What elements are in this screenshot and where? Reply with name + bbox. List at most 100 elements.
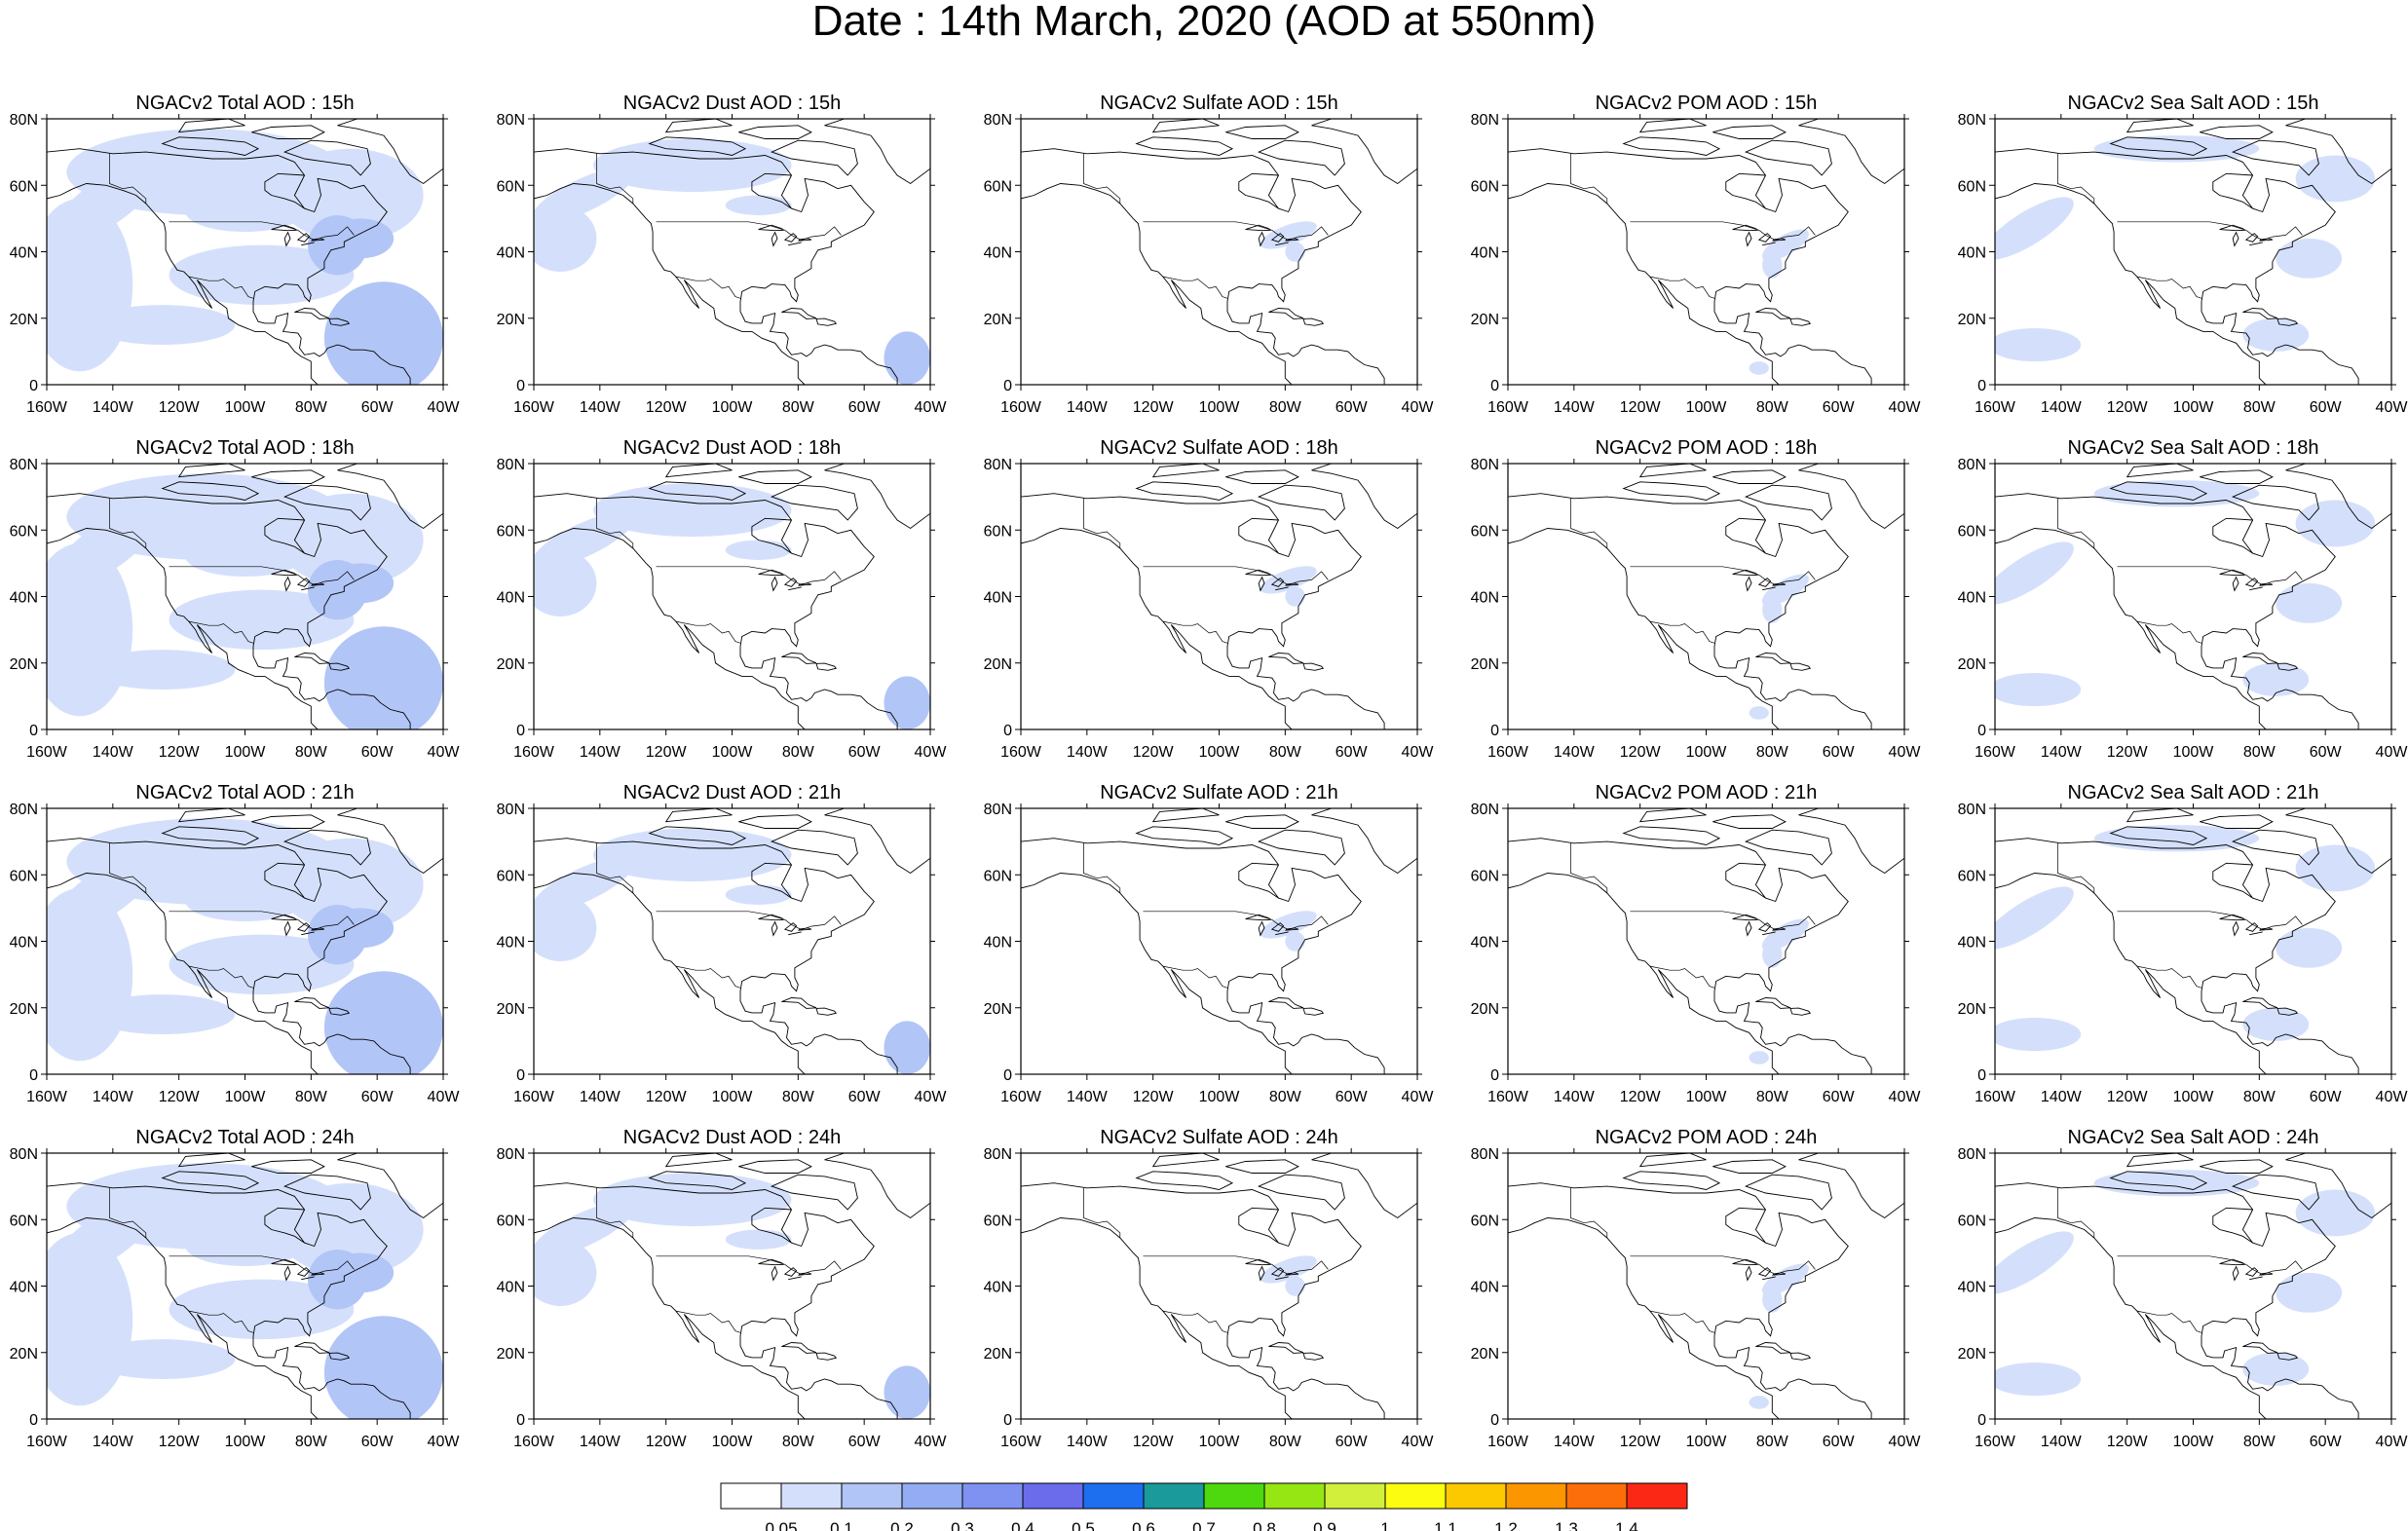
x-tick-label: 100W [2173,744,2215,761]
colorbar-swatch [1082,1482,1145,1510]
y-tick-label: 0 [516,378,525,394]
colorbar-swatch [1143,1482,1205,1510]
panel-title: NGACv2 Total AOD : 24h [135,1127,354,1148]
colorbar-label: 0.5 [1072,1519,1095,1531]
aod-region [1995,327,2082,362]
x-tick-label: 120W [1133,1089,1175,1105]
y-tick-label: 80N [1958,457,1986,473]
aod-region [1762,1286,1783,1313]
aod-region [534,205,597,272]
x-tick-label: 120W [2107,399,2149,416]
x-tick-label: 120W [159,744,201,761]
x-tick-label: 160W [513,1434,555,1450]
coastlines [47,464,443,729]
x-tick-label: 80W [1756,1089,1789,1105]
y-tick-label: 60N [984,523,1012,540]
aod-region [1995,197,2074,260]
aod-field [1749,229,1809,375]
aod-region [884,1021,930,1074]
aod-region [593,1173,792,1227]
panel-title: NGACv2 Sulfate AOD : 21h [1100,782,1338,803]
coastlines [1021,464,1417,729]
x-tick-label: 80W [1269,399,1302,416]
x-tick-label: 40W [1889,744,1922,761]
aod-region [1762,596,1783,623]
y-tick-label: 80N [10,1146,38,1163]
x-tick-label: 160W [1487,744,1529,761]
aod-region [327,563,395,604]
y-tick-label: 0 [1490,723,1499,739]
x-tick-label: 60W [848,744,882,761]
colorbar-label: 0.2 [890,1519,914,1531]
x-tick-label: 60W [2310,744,2343,761]
y-tick-label: 40N [10,1280,38,1296]
x-tick-label: 100W [712,1089,754,1105]
map-panel: NGACv2 Sulfate AOD : 15h 160W 140W 120W 100W… [984,93,1435,416]
aod-field [47,129,443,385]
x-tick-label: 60W [1336,744,1369,761]
y-tick-label: 20N [10,1346,38,1363]
aod-field [1749,1263,1809,1409]
x-tick-label: 160W [1000,1434,1042,1450]
y-tick-label: 60N [1958,178,1986,195]
x-tick-label: 100W [712,744,754,761]
aod-region [2276,238,2343,279]
x-tick-label: 60W [848,1434,882,1450]
aod-region [169,934,355,995]
y-tick-label: 60N [1471,1213,1499,1229]
panel-title: NGACv2 POM AOD : 18h [1596,437,1818,459]
y-tick-label: 0 [516,1412,525,1429]
panel-title: NGACv2 Dust AOD : 18h [623,437,841,459]
page-title: Date : 14th March, 2020 (AOD at 550nm) [811,0,1597,45]
colorbar-swatch [1384,1482,1447,1510]
aod-region [323,971,443,1074]
coastlines [534,119,930,385]
x-tick-label: 60W [1336,399,1369,416]
x-tick-label: 160W [513,744,555,761]
y-tick-label: 80N [10,802,38,818]
coastlines [1021,119,1417,385]
map-panel: NGACv2 Dust AOD : 24h 160W 140W 120W 100W 80W… [497,1127,948,1450]
x-tick-label: 140W [93,744,134,761]
aod-region [1762,251,1783,279]
aod-region [1749,361,1769,375]
x-tick-label: 100W [1199,744,1241,761]
coastlines [1995,464,2391,729]
map-panel: NGACv2 POM AOD : 15h 160W 140W 120W 100W 80W 6… [1471,93,1922,416]
y-tick-label: 60N [10,1213,38,1229]
y-tick-label: 80N [1471,112,1499,129]
y-tick-label: 80N [1958,1146,1986,1163]
y-tick-label: 40N [1471,590,1499,607]
y-tick-label: 40N [1958,935,1986,952]
panel-title: NGACv2 Sea Salt AOD : 15h [2068,93,2319,114]
aod-field [534,483,930,729]
aod-field [1260,221,1317,262]
x-tick-label: 60W [361,1434,395,1450]
x-tick-label: 80W [1756,399,1789,416]
panel-title: NGACv2 Sea Salt AOD : 18h [2068,437,2319,459]
y-tick-label: 0 [516,723,525,739]
y-tick-label: 20N [984,1346,1012,1363]
y-tick-label: 60N [10,178,38,195]
y-tick-label: 0 [1977,1412,1986,1429]
x-tick-label: 40W [428,744,461,761]
aod-region [1285,586,1305,607]
coastlines [1508,808,1904,1074]
aod-region [1260,221,1317,249]
aod-region [2242,1352,2310,1386]
x-tick-label: 140W [1554,744,1596,761]
colorbar-swatch [1263,1482,1326,1510]
aod-field [1260,911,1317,952]
x-tick-label: 140W [1067,399,1109,416]
y-tick-label: 60N [984,868,1012,884]
x-tick-label: 100W [1199,1089,1241,1105]
y-tick-label: 80N [497,1146,525,1163]
map-panel: NGACv2 Total AOD : 18h 160W 140W 120W 100W 80… [10,437,461,761]
aod-region [1995,1017,2082,1052]
y-tick-label: 0 [1977,1067,1986,1084]
y-tick-label: 80N [497,802,525,818]
x-tick-label: 40W [1402,1434,1435,1450]
aod-region [884,676,930,729]
aod-region [725,540,792,560]
aod-region [1749,1396,1769,1409]
